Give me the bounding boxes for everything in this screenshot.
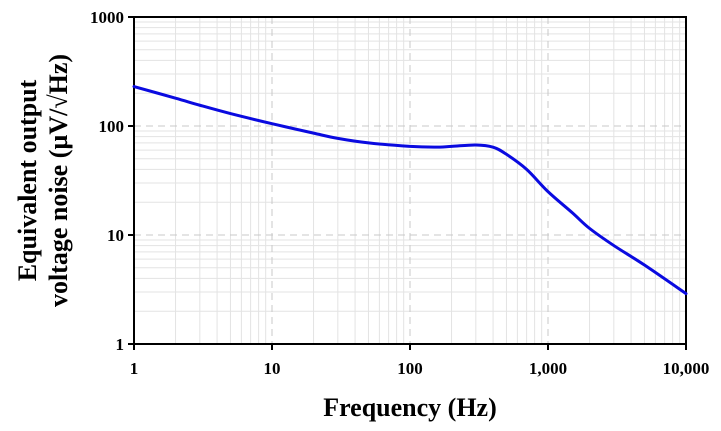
y-tick-label: 100 <box>99 117 125 136</box>
y-tick-label: 1 <box>116 335 125 354</box>
y-axis-title-line-1: Equivalent output <box>13 79 42 281</box>
grid <box>133 16 687 345</box>
axis-ticks <box>128 16 687 350</box>
x-tick-label: 1,000 <box>529 359 567 378</box>
x-tick-label: 10,000 <box>663 359 710 378</box>
y-tick-label: 1000 <box>90 8 124 27</box>
x-axis-title: Frequency (Hz) <box>323 393 497 422</box>
y-axis-title-line-2: voltage noise (µV/√Hz) <box>44 54 73 307</box>
x-tick-label: 1 <box>130 359 139 378</box>
y-tick-label: 10 <box>107 226 124 245</box>
x-tick-label: 10 <box>264 359 281 378</box>
y-axis-title: Equivalent output voltage noise (µV/√Hz) <box>13 54 73 307</box>
x-tick-label: 100 <box>397 359 423 378</box>
x-tick-labels: 1 10 100 1,000 10,000 <box>130 359 710 378</box>
y-tick-labels: 1 10 100 1000 <box>90 8 124 354</box>
series-line-noise <box>132 85 688 296</box>
